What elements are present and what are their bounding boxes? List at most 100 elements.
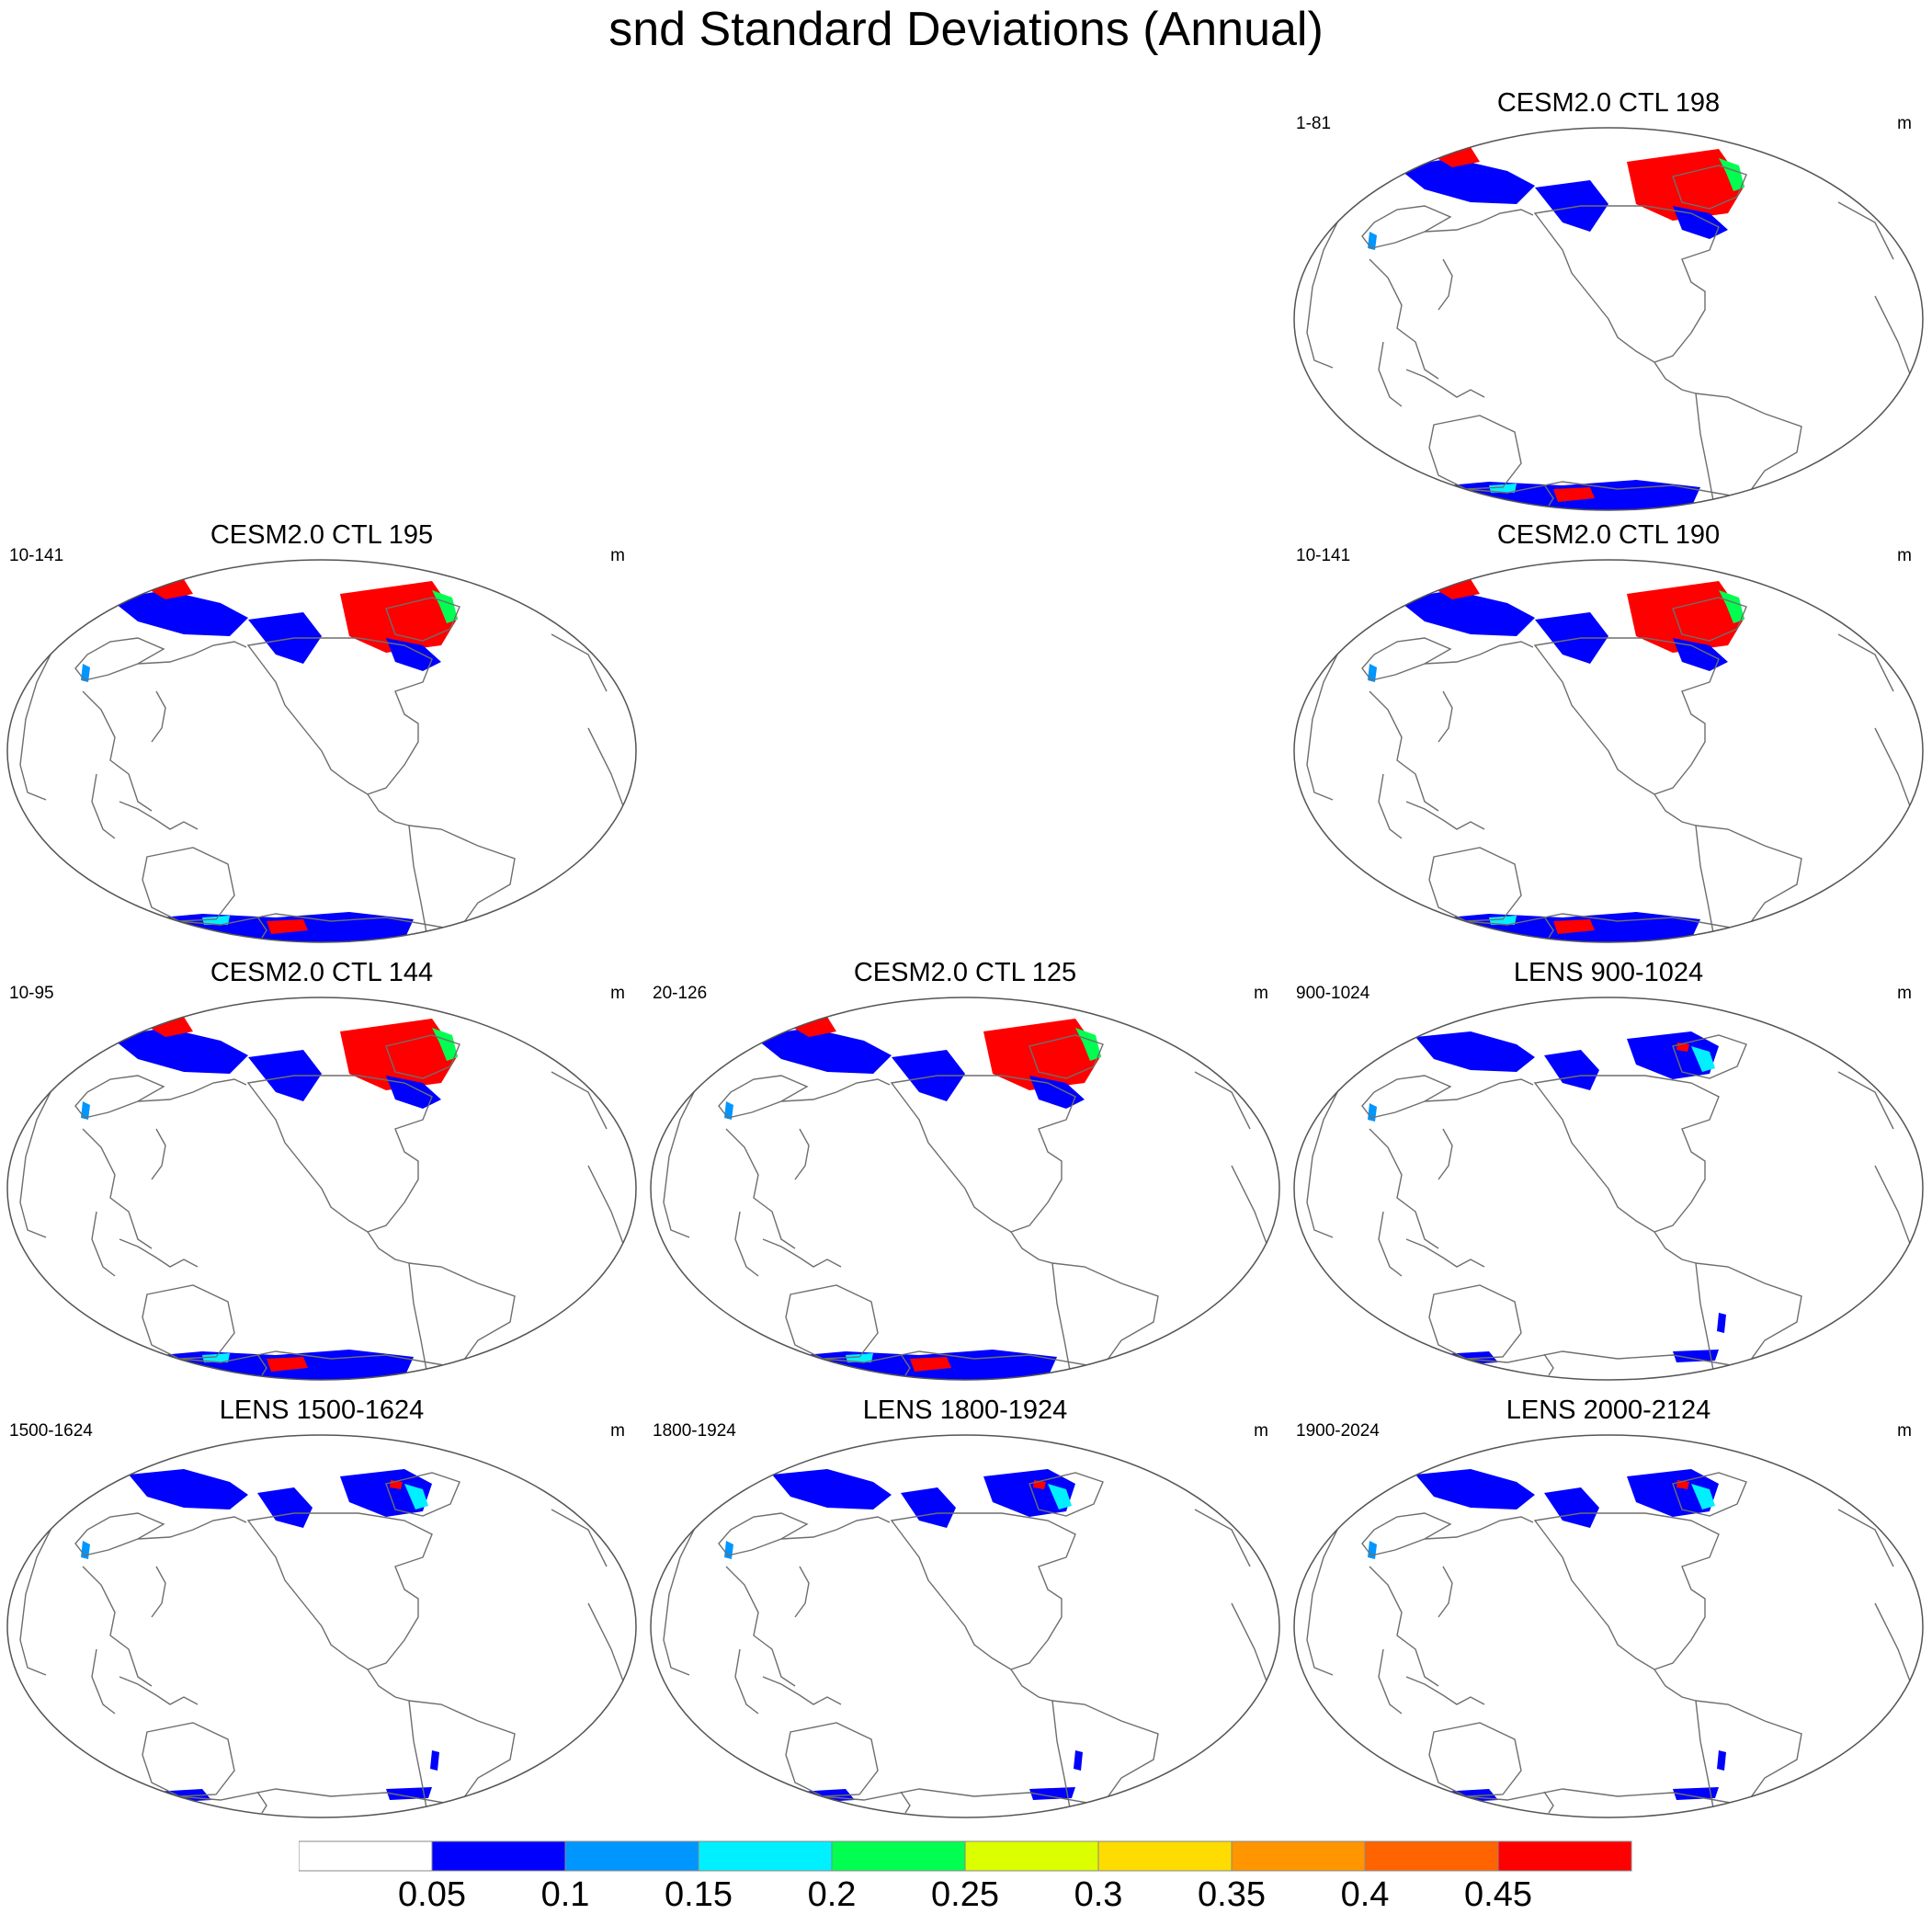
coastline-north-america	[1533, 1512, 1720, 1670]
map-background	[7, 1435, 636, 1817]
coastline-greenland	[1672, 1472, 1747, 1517]
coastline-south-america	[408, 1262, 516, 1380]
coastline-africa-edge	[587, 1165, 626, 1249]
coastline-central-america	[367, 1669, 410, 1702]
coastline-africa-edge	[1874, 727, 1913, 812]
snow-field-8	[1553, 487, 1595, 502]
coastline-new-zealand	[256, 916, 267, 939]
coastline-asia-east-coast	[1424, 1516, 1534, 1540]
map-background	[651, 997, 1279, 1380]
coastline-new-zealand	[1543, 1791, 1554, 1814]
coastline-greenland	[1029, 1472, 1104, 1517]
coastline-south-america	[1695, 825, 1802, 942]
snow-field-0	[340, 1469, 432, 1517]
snow-field-3	[1535, 180, 1608, 232]
colorbar-tick-label: 0.1	[540, 1875, 590, 1914]
coastline-north-america	[246, 637, 433, 795]
coastline-japan	[794, 1566, 810, 1618]
coastline-china-coast	[1369, 1128, 1439, 1249]
panel-range: 1-81	[1296, 114, 1332, 133]
coastline-japan	[151, 1566, 166, 1618]
panel-unit: m	[1254, 984, 1268, 1003]
map-lens1500	[6, 1434, 637, 1818]
coastline-greenland	[385, 597, 460, 642]
coastline-north-america	[890, 1075, 1076, 1233]
panel-range: 1800-1924	[653, 1421, 736, 1441]
colorbar-segment-2	[564, 1840, 699, 1872]
coastline-new-zealand	[256, 1353, 267, 1376]
coastline-asia-west-edge	[1306, 1082, 1343, 1238]
coastline-maritime-se-asia	[1405, 801, 1485, 830]
coastline-indochina	[91, 1648, 116, 1715]
coastline-south-america	[408, 825, 516, 942]
snow-field-5	[432, 1028, 458, 1061]
coastline-indochina	[734, 1648, 759, 1715]
snow-field-1	[1415, 1469, 1535, 1510]
snow-field-1	[129, 1469, 248, 1510]
map-lens900	[1293, 997, 1924, 1381]
coastline-australia	[1428, 847, 1522, 922]
coastline-africa-edge	[1874, 1165, 1913, 1249]
panel-range: 10-141	[1296, 546, 1351, 565]
coastline-china-coast	[82, 690, 153, 812]
map-border	[1293, 1434, 1924, 1818]
map-panel-ctl144: CESM2.0 CTL 144 10-95 m	[0, 958, 643, 1390]
coastline-alaska-coast	[1361, 1512, 1452, 1556]
map-background	[7, 997, 636, 1380]
snow-field-8	[1717, 1313, 1726, 1333]
map-content	[1294, 997, 1923, 1380]
coastline-asia-east-coast	[780, 1516, 891, 1540]
snow-field-7	[1029, 1787, 1075, 1800]
colorbar-segment-8	[1364, 1840, 1499, 1872]
snow-field-5	[1719, 158, 1744, 191]
coastline-alaska-coast	[1361, 637, 1452, 681]
coastline-maritime-se-asia	[119, 1238, 199, 1268]
coastline-china-coast	[1369, 1566, 1439, 1687]
coastline-new-zealand	[1543, 1353, 1554, 1376]
coastline-north-america	[1533, 637, 1720, 795]
coastline-asia-west-edge	[663, 1520, 699, 1676]
coastline-new-zealand	[900, 1353, 911, 1376]
panel-range: 20-126	[653, 984, 708, 1003]
panel-unit: m	[610, 546, 625, 565]
coastline-europe-edge	[551, 633, 608, 692]
coastline-japan	[151, 1128, 166, 1180]
coastline-europe-edge	[1194, 1509, 1251, 1567]
coastline-indochina	[1378, 341, 1403, 407]
coastline-europe-edge	[551, 1071, 608, 1130]
coastline-asia-east-coast	[137, 1078, 247, 1102]
colorbar-segment-0	[299, 1840, 433, 1872]
panel-range: 10-95	[9, 984, 54, 1003]
map-ctl198	[1293, 127, 1924, 511]
snow-field-2	[1544, 1050, 1599, 1090]
colorbar-segment-9	[1497, 1840, 1632, 1872]
coastline-asia-east-coast	[137, 641, 247, 665]
coastline-central-america	[1010, 1669, 1053, 1702]
snow-field-7	[1673, 1350, 1719, 1362]
panel-range: 900-1024	[1296, 984, 1370, 1003]
map-content	[1294, 560, 1923, 942]
coastline-central-america	[1654, 793, 1697, 826]
map-panel-lens1500: LENS 1500-1624 1500-1624 m	[0, 1396, 643, 1828]
coastline-china-coast	[82, 1566, 153, 1687]
coastline-africa-edge	[1874, 295, 1913, 380]
coastline-alaska-coast	[74, 1075, 165, 1119]
coastline-asia-west-edge	[1306, 1520, 1343, 1676]
coastline-asia-east-coast	[780, 1078, 891, 1102]
snow-field-3	[404, 1484, 428, 1510]
snow-field-9	[202, 1353, 230, 1362]
coastline-greenland	[385, 1034, 460, 1079]
coastline-europe-edge	[1837, 201, 1894, 260]
coastline-indochina	[91, 1211, 116, 1277]
colorbar-tick-label: 0.15	[665, 1875, 733, 1914]
coastline-south-america	[408, 1700, 516, 1817]
snow-field-1	[1415, 1031, 1535, 1072]
coastline-asia-east-coast	[1424, 641, 1534, 665]
coastline-indochina	[1378, 773, 1403, 839]
snow-field-3	[1691, 1046, 1715, 1072]
map-panel-ctl198: CESM2.0 CTL 198 1-81 m	[1287, 88, 1930, 520]
coastline-japan	[794, 1128, 810, 1180]
map-panel-ctl190: CESM2.0 CTL 190 10-141 m	[1287, 520, 1930, 952]
coastline-australia	[142, 1284, 235, 1360]
panel-unit: m	[610, 984, 625, 1003]
